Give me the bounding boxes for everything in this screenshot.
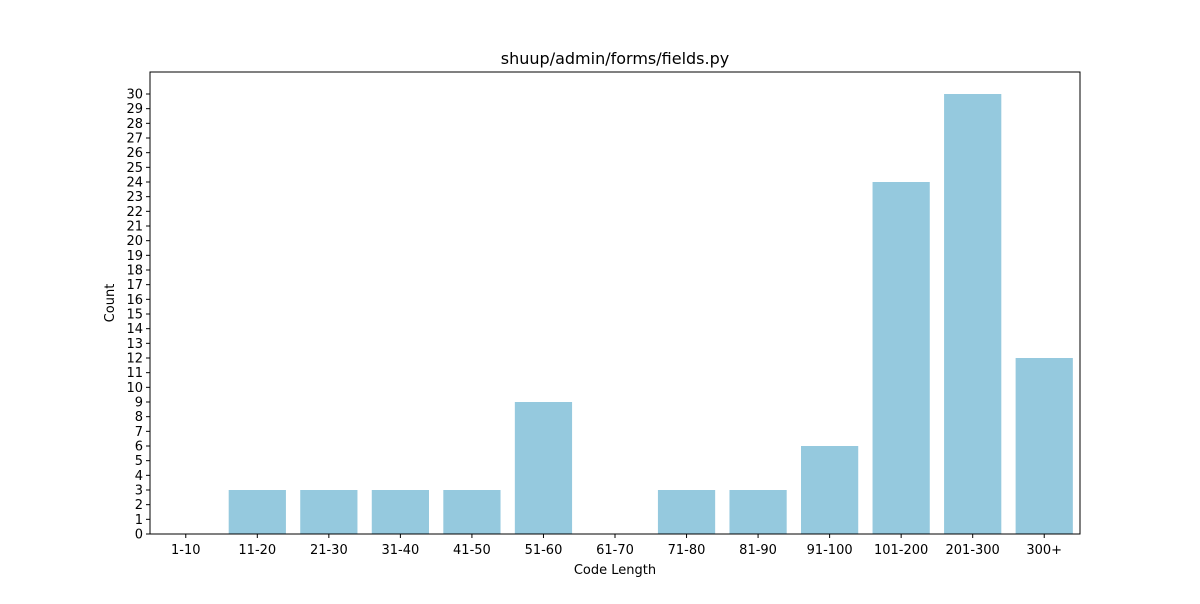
bar-101-200 (872, 182, 930, 534)
y-tick-label: 7 (135, 425, 143, 440)
y-tick-label: 1 (135, 513, 143, 528)
y-tick-label: 29 (126, 102, 143, 117)
y-tick-label: 2 (135, 498, 143, 513)
bar-31-40 (371, 490, 429, 534)
bar-91-100 (801, 446, 859, 534)
x-tick-label: 71-80 (668, 543, 706, 558)
y-tick-label: 24 (126, 176, 143, 191)
y-tick-label: 3 (135, 484, 143, 499)
x-tick-label: 61-70 (596, 543, 634, 558)
y-tick-label: 21 (126, 220, 143, 235)
bar-71-80 (657, 490, 716, 534)
x-tick-label: 81-90 (739, 543, 777, 558)
y-tick-label: 6 (135, 440, 143, 455)
y-tick-label: 9 (135, 396, 143, 411)
x-tick-label: 1-10 (171, 543, 201, 558)
y-tick-label: 13 (126, 337, 143, 352)
y-tick-label: 10 (126, 381, 143, 396)
y-axis-ticks: 0123456789101112131415161718192021222324… (126, 88, 150, 543)
y-tick-label: 27 (126, 132, 143, 147)
x-tick-label: 21-30 (310, 543, 348, 558)
y-tick-label: 4 (135, 469, 143, 484)
bar-51-60 (514, 402, 573, 534)
x-tick-label: 31-40 (381, 543, 419, 558)
bar-300+ (1015, 358, 1073, 534)
bars-layer (228, 94, 1073, 534)
y-tick-label: 23 (126, 190, 143, 205)
y-axis-title: Count (103, 284, 118, 323)
y-tick-label: 0 (135, 528, 143, 543)
y-tick-label: 11 (126, 366, 143, 381)
bar-201-300 (944, 94, 1002, 534)
y-tick-label: 30 (126, 88, 143, 103)
y-tick-label: 16 (126, 293, 143, 308)
chart-title: shuup/admin/forms/fields.py (501, 49, 729, 68)
y-tick-label: 15 (126, 308, 143, 323)
y-tick-label: 12 (126, 352, 143, 367)
x-tick-label: 51-60 (525, 543, 563, 558)
y-tick-label: 28 (126, 117, 143, 132)
x-axis-ticks: 1-10 11-20 21-30 31-40 41-50 51-60 61-70 71-80 8… (171, 534, 1062, 558)
y-tick-label: 19 (126, 249, 143, 264)
y-tick-label: 17 (126, 278, 143, 293)
x-tick-label: 91-100 (807, 543, 853, 558)
x-tick-label: 41-50 (453, 543, 491, 558)
plot-area-frame (149, 71, 1081, 535)
x-tick-label: 11-20 (238, 543, 276, 558)
bar-81-90 (729, 490, 787, 534)
y-tick-label: 5 (135, 454, 143, 469)
x-tick-label: 300+ (1026, 543, 1062, 558)
y-tick-label: 20 (126, 234, 143, 249)
bar-41-50 (443, 490, 501, 534)
y-tick-label: 8 (135, 410, 143, 425)
x-tick-label: 201-300 (946, 543, 1000, 558)
y-tick-label: 14 (126, 322, 143, 337)
y-tick-label: 18 (126, 264, 143, 279)
x-axis-title: Code Length (574, 563, 656, 578)
bar-21-30 (300, 490, 358, 534)
y-tick-label: 22 (126, 205, 143, 220)
y-tick-label: 25 (126, 161, 143, 176)
x-tick-label: 101-200 (874, 543, 928, 558)
y-tick-label: 26 (126, 146, 143, 161)
bar-11-20 (228, 490, 286, 534)
